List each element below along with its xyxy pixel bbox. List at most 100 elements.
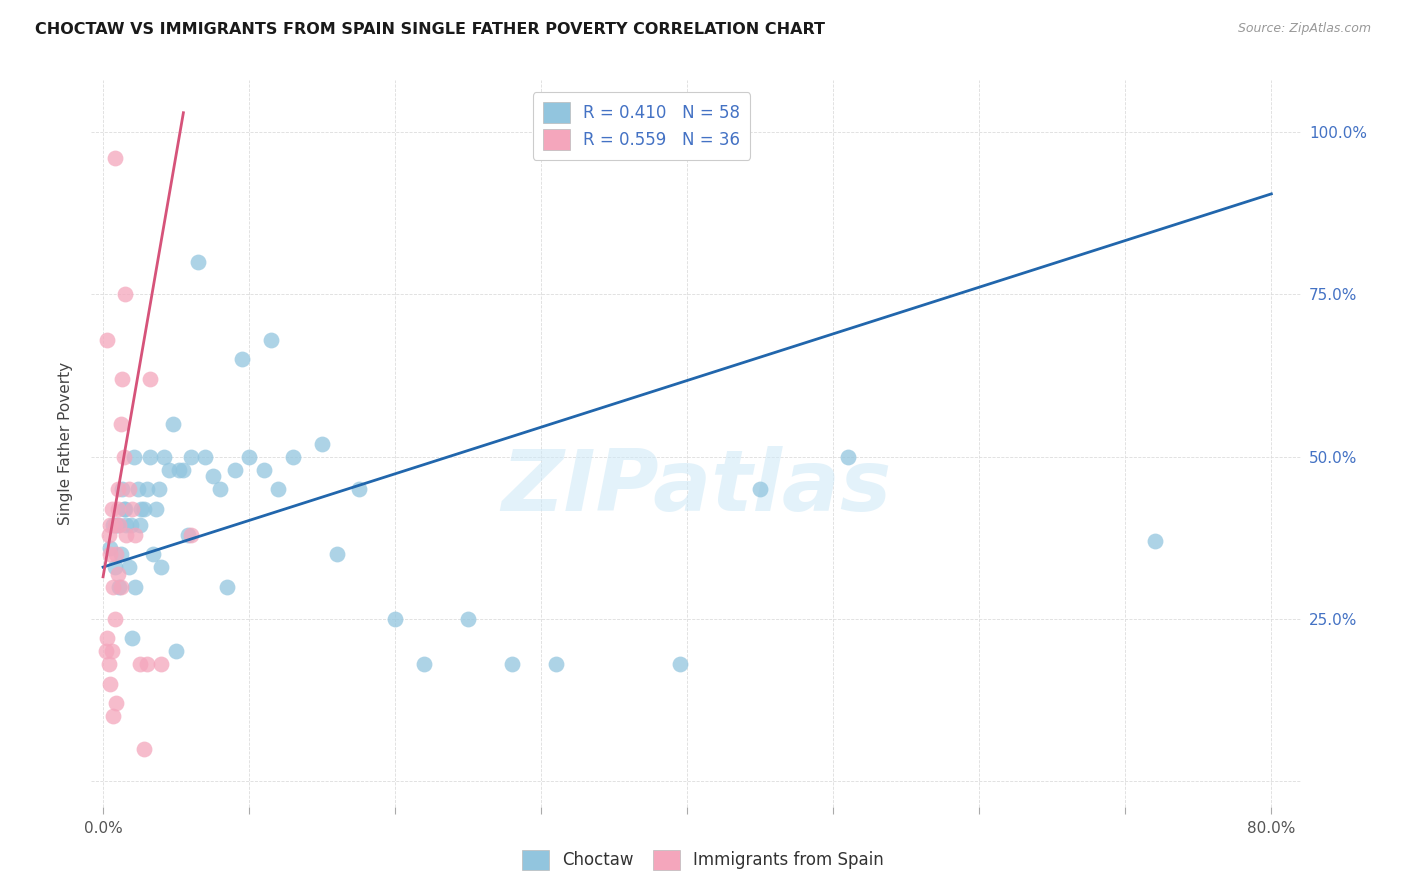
Point [100, 677, 122, 691]
Point [124, 527, 146, 541]
Point [162, 417, 184, 432]
Point [749, 482, 772, 496]
Point [281, 450, 304, 464]
Point [100, 517, 122, 532]
Point [129, 501, 152, 516]
Point [135, 482, 157, 496]
Point [104, 517, 127, 532]
Point [157, 463, 180, 477]
Point [103, 709, 125, 723]
Point [347, 482, 370, 496]
Y-axis label: Single Father Poverty: Single Father Poverty [58, 362, 73, 525]
Point [118, 560, 141, 574]
Point [100, 547, 122, 561]
Point [187, 255, 209, 269]
Point [121, 501, 143, 516]
Point [96, 333, 118, 347]
Point [110, 417, 132, 432]
Point [153, 450, 176, 464]
Point [115, 527, 138, 541]
Point [110, 547, 132, 561]
Point [127, 482, 149, 496]
Point [128, 517, 150, 532]
Point [150, 560, 173, 574]
Point [1143, 534, 1166, 549]
Point [165, 644, 187, 658]
Point [101, 644, 124, 658]
Point [267, 482, 290, 496]
Point [201, 469, 224, 483]
Point [104, 151, 127, 165]
Point [120, 517, 142, 532]
Point [132, 742, 155, 756]
Point [118, 482, 141, 496]
Point [111, 372, 134, 386]
Point [384, 612, 406, 626]
Point [208, 482, 231, 496]
Point [114, 501, 136, 516]
Point [669, 657, 692, 672]
Point [217, 580, 239, 594]
Point [124, 580, 146, 594]
Point [111, 482, 134, 496]
Point [107, 517, 129, 532]
Point [145, 501, 167, 516]
Point [97, 657, 120, 672]
Point [97, 527, 120, 541]
Point [177, 527, 200, 541]
Point [135, 657, 157, 672]
Point [253, 463, 276, 477]
Point [122, 450, 145, 464]
Legend: Choctaw, Immigrants from Spain: Choctaw, Immigrants from Spain [515, 843, 891, 877]
Point [139, 450, 162, 464]
Point [107, 566, 129, 581]
Point [112, 450, 135, 464]
Point [180, 527, 202, 541]
Point [94, 644, 117, 658]
Point [96, 632, 118, 646]
Point [260, 333, 283, 347]
Point [167, 463, 190, 477]
Point [231, 352, 253, 367]
Point [311, 437, 333, 451]
Point [107, 482, 129, 496]
Point [103, 517, 125, 532]
Point [139, 372, 162, 386]
Point [180, 450, 202, 464]
Point [104, 560, 127, 574]
Point [150, 657, 173, 672]
Text: Source: ZipAtlas.com: Source: ZipAtlas.com [1237, 22, 1371, 36]
Point [544, 657, 567, 672]
Point [108, 517, 131, 532]
Point [224, 463, 246, 477]
Point [103, 580, 125, 594]
Point [837, 450, 859, 464]
Point [172, 463, 194, 477]
Point [132, 501, 155, 516]
Point [457, 612, 479, 626]
Point [101, 501, 124, 516]
Point [128, 657, 150, 672]
Point [148, 482, 170, 496]
Point [105, 517, 128, 532]
Point [104, 612, 127, 626]
Point [121, 632, 143, 646]
Point [238, 450, 260, 464]
Text: CHOCTAW VS IMMIGRANTS FROM SPAIN SINGLE FATHER POVERTY CORRELATION CHART: CHOCTAW VS IMMIGRANTS FROM SPAIN SINGLE … [35, 22, 825, 37]
Point [115, 517, 138, 532]
Point [108, 580, 131, 594]
Point [413, 657, 436, 672]
Point [107, 501, 129, 516]
Point [100, 541, 122, 555]
Point [194, 450, 217, 464]
Point [325, 547, 347, 561]
Point [105, 697, 128, 711]
Legend: R = 0.410   N = 58, R = 0.559   N = 36: R = 0.410 N = 58, R = 0.559 N = 36 [533, 92, 749, 160]
Point [110, 580, 132, 594]
Point [501, 657, 523, 672]
Point [114, 287, 136, 301]
Text: ZIPatlas: ZIPatlas [501, 446, 891, 529]
Point [112, 501, 135, 516]
Point [142, 547, 165, 561]
Point [105, 547, 128, 561]
